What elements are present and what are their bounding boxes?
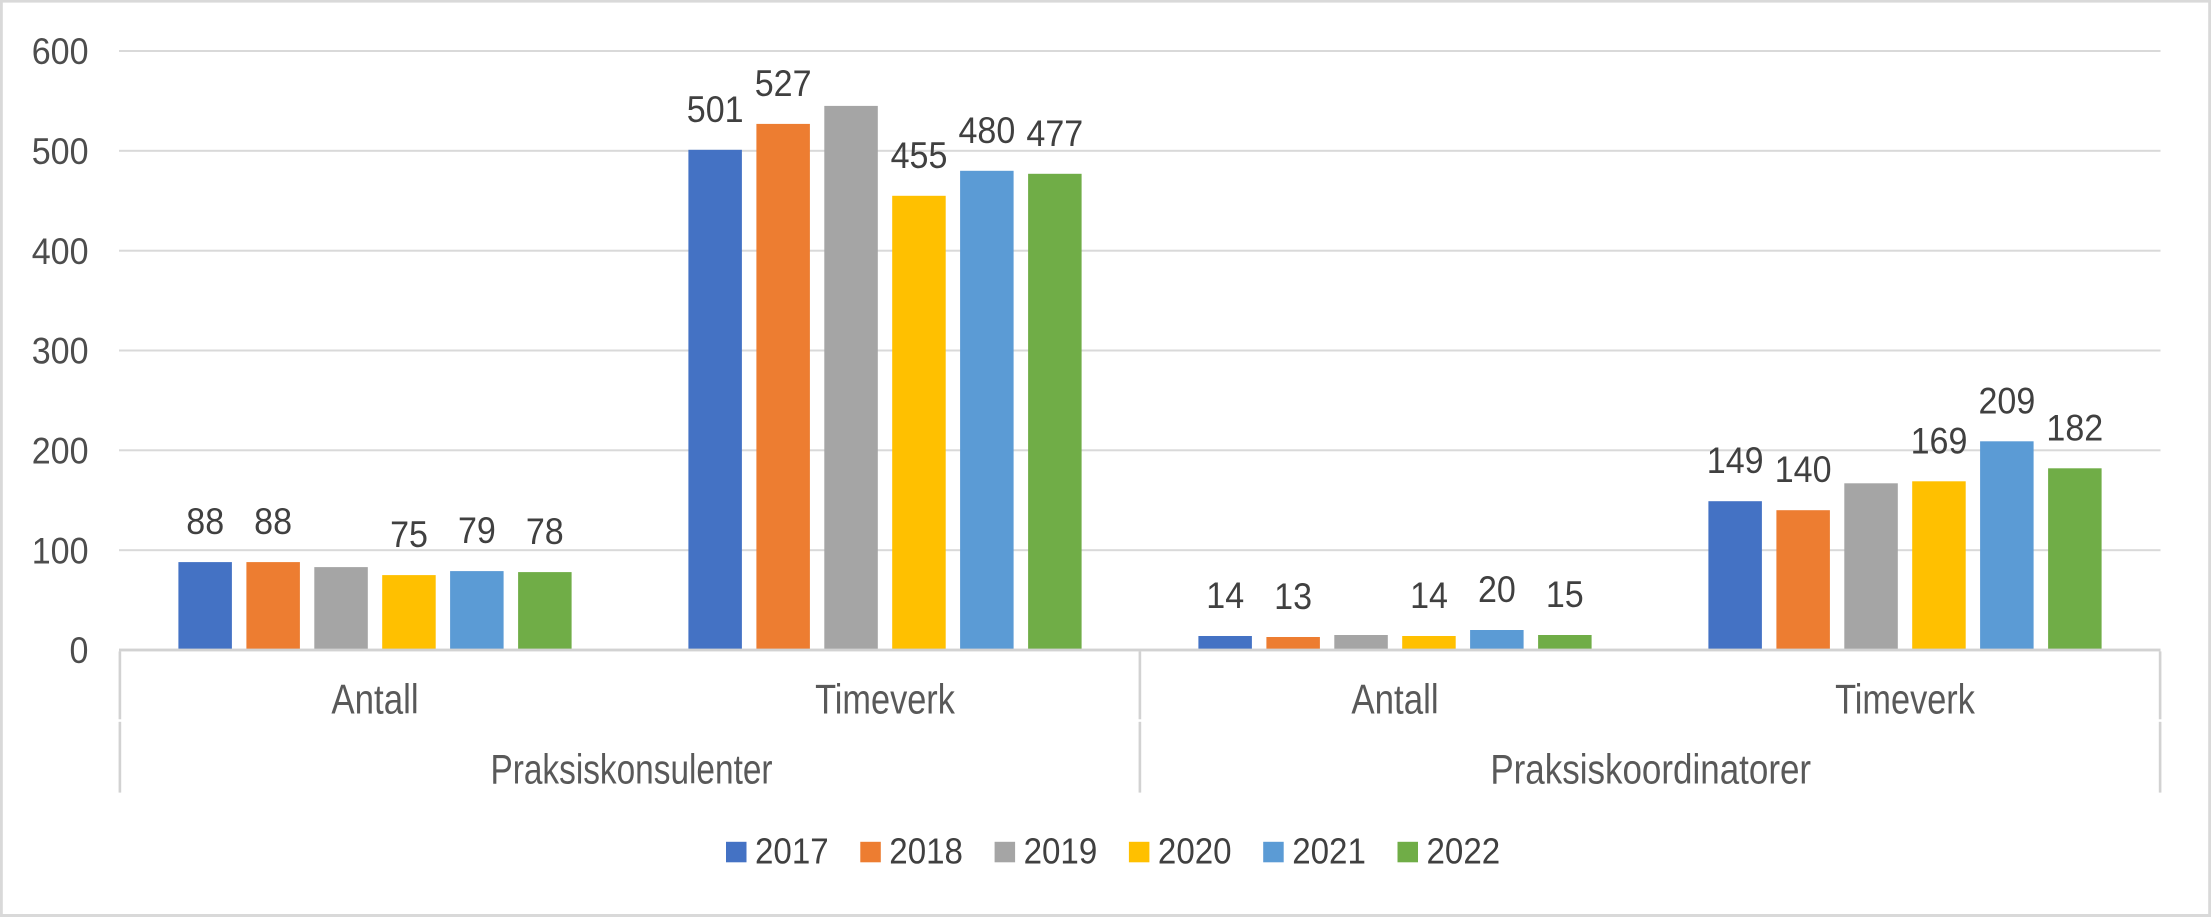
svg-text:0: 0 bbox=[70, 630, 89, 672]
svg-text:88: 88 bbox=[254, 501, 292, 543]
svg-text:2020: 2020 bbox=[1158, 832, 1232, 872]
svg-text:200: 200 bbox=[32, 430, 89, 472]
svg-text:Timeverk: Timeverk bbox=[1835, 676, 1976, 723]
svg-text:149: 149 bbox=[1707, 440, 1764, 482]
svg-text:Praksiskonsulenter: Praksiskonsulenter bbox=[490, 747, 772, 793]
svg-text:2021: 2021 bbox=[1292, 832, 1366, 872]
svg-text:Antall: Antall bbox=[331, 677, 418, 724]
svg-text:14: 14 bbox=[1410, 575, 1448, 617]
svg-text:169: 169 bbox=[1911, 420, 1968, 462]
svg-text:75: 75 bbox=[390, 514, 428, 556]
svg-text:13: 13 bbox=[1274, 576, 1312, 618]
svg-text:20: 20 bbox=[1478, 569, 1516, 611]
svg-text:480: 480 bbox=[959, 109, 1016, 151]
svg-text:2017: 2017 bbox=[755, 832, 829, 872]
svg-text:Praksiskoordinatorer: Praksiskoordinatorer bbox=[1490, 747, 1811, 794]
svg-text:182: 182 bbox=[2046, 407, 2103, 449]
svg-text:300: 300 bbox=[32, 330, 89, 372]
svg-text:455: 455 bbox=[891, 134, 948, 176]
svg-text:2022: 2022 bbox=[1427, 832, 1501, 872]
svg-text:500: 500 bbox=[32, 131, 89, 173]
svg-text:400: 400 bbox=[32, 231, 89, 273]
svg-text:14: 14 bbox=[1206, 575, 1244, 617]
svg-text:2018: 2018 bbox=[889, 832, 963, 872]
svg-text:527: 527 bbox=[755, 63, 812, 105]
svg-text:15: 15 bbox=[1546, 574, 1584, 616]
svg-text:600: 600 bbox=[32, 31, 89, 73]
svg-text:79: 79 bbox=[458, 510, 496, 552]
svg-text:209: 209 bbox=[1979, 380, 2036, 422]
svg-text:78: 78 bbox=[526, 511, 564, 553]
svg-text:Antall: Antall bbox=[1351, 677, 1438, 724]
svg-text:100: 100 bbox=[32, 530, 89, 572]
svg-text:501: 501 bbox=[687, 88, 744, 130]
svg-text:140: 140 bbox=[1775, 449, 1832, 491]
svg-text:Timeverk: Timeverk bbox=[815, 676, 956, 723]
svg-text:88: 88 bbox=[186, 501, 224, 543]
svg-text:2019: 2019 bbox=[1024, 832, 1098, 872]
svg-text:477: 477 bbox=[1026, 112, 1083, 154]
